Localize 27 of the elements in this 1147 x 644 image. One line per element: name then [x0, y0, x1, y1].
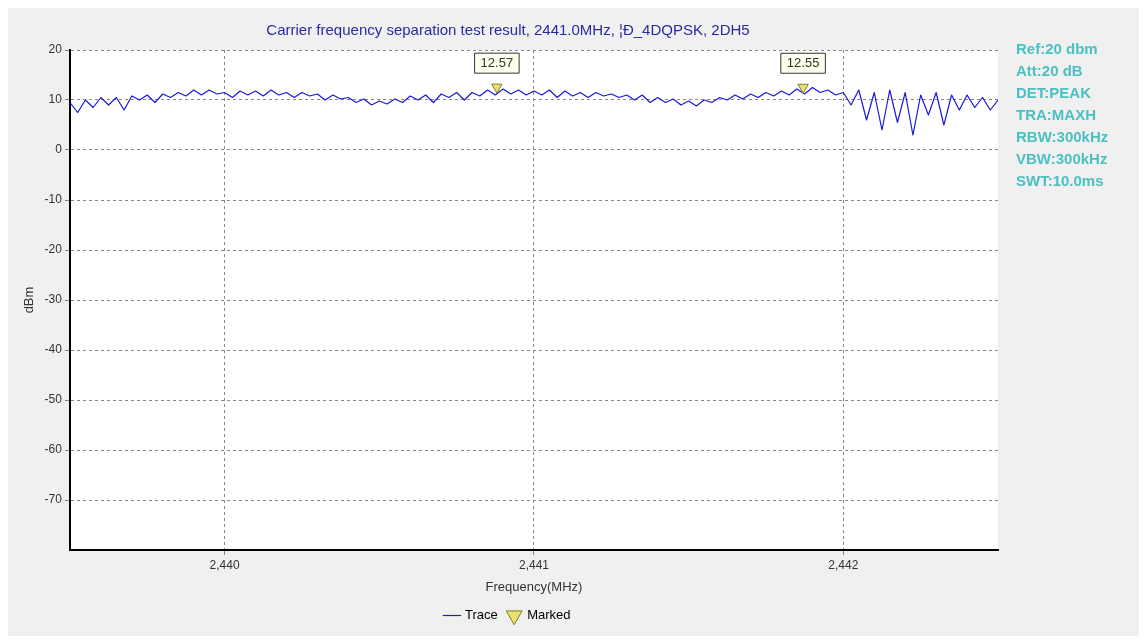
legend-label: Trace [464, 607, 498, 623]
text: SWT:10.0ms [1016, 171, 1105, 191]
text: DET:PEAK [1016, 83, 1092, 103]
x-tick-label: 2,442 [828, 557, 859, 572]
x-tick-label: 2,441 [518, 557, 550, 572]
data-label: 12.57 [480, 54, 514, 70]
y-tick-label: -70 [44, 492, 63, 507]
text: Ref:20 dbm [1016, 39, 1099, 59]
legend-label: Marked [527, 607, 571, 623]
text: Att:20 dB [1016, 61, 1084, 81]
y-tick-label: -40 [44, 342, 63, 357]
x-tick-label: 2,440 [209, 557, 240, 572]
data-label: 12.55 [786, 54, 820, 70]
y-axis-title: dBm [21, 286, 37, 314]
text: VBW:300kHz [1016, 149, 1109, 169]
y-tick-label: 10 [48, 92, 63, 107]
y-tick-label: -20 [44, 242, 63, 257]
x-axis-title: Frequency(MHz) [485, 578, 583, 594]
text: TRA:MAXH [1016, 105, 1097, 125]
y-tick-label: -30 [44, 292, 63, 307]
y-tick-label: 20 [48, 42, 63, 57]
text: RBW:300kHz [1016, 127, 1109, 147]
y-tick-label: -50 [44, 392, 63, 407]
y-tick-label: -60 [44, 442, 63, 457]
y-tick-label: -10 [44, 192, 63, 207]
chart-title: Carrier frequency separation test result, 2441.0MHz, ¦Ð_4DQPSK, 2DH5 [266, 21, 750, 39]
y-tick-label: 0 [55, 142, 63, 157]
